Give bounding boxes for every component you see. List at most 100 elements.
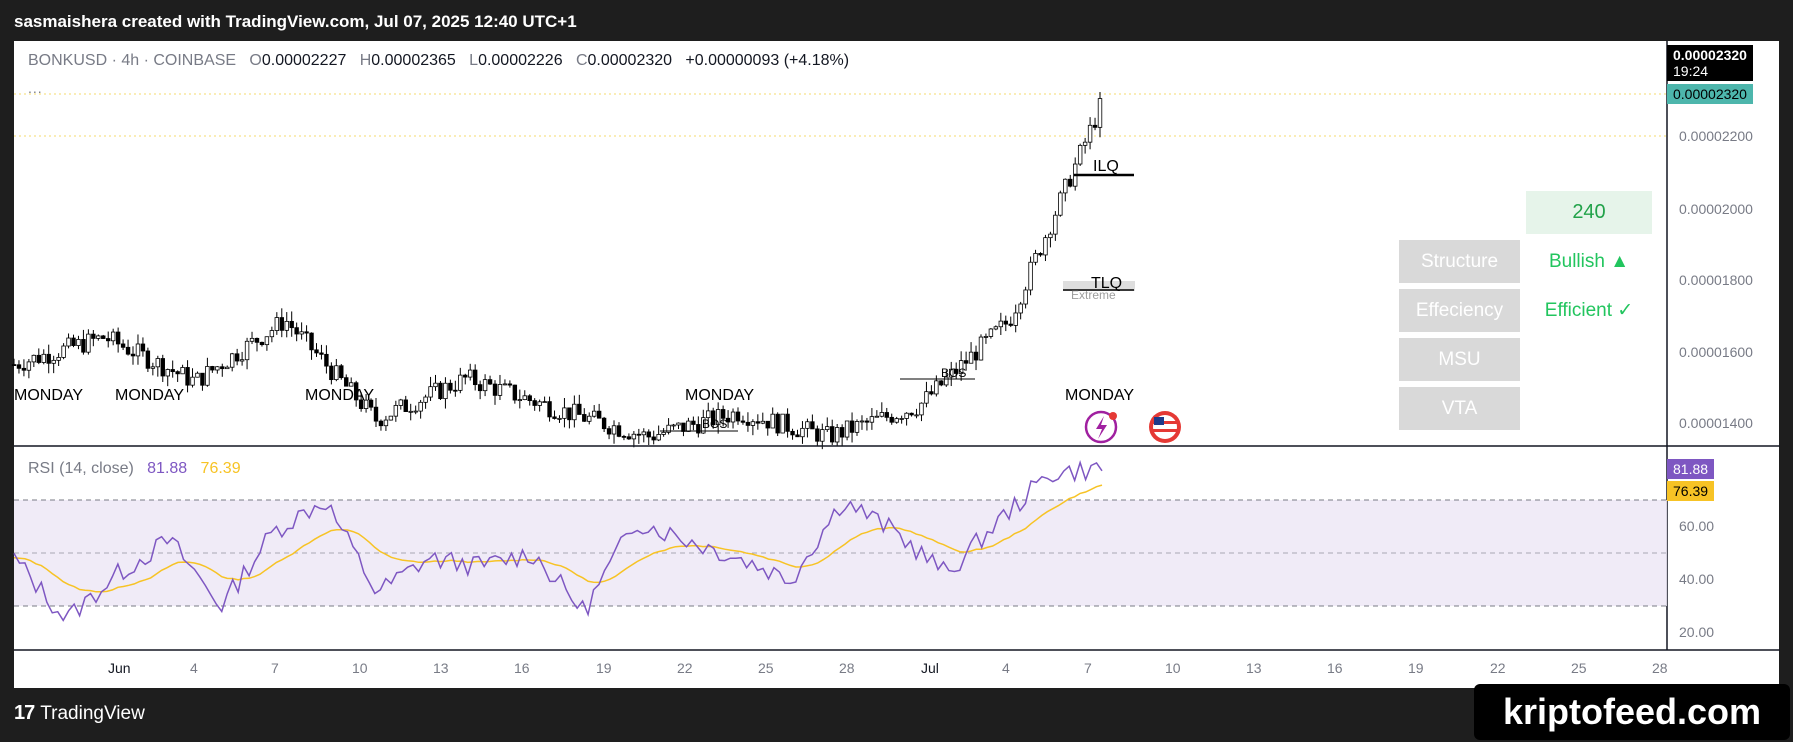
- candle-body: [894, 418, 899, 423]
- more-icon[interactable]: ...: [28, 80, 43, 96]
- time-tick: 19: [596, 660, 612, 676]
- candle-body: [130, 353, 136, 357]
- rsi-name[interactable]: RSI (14, close): [28, 460, 134, 477]
- price-tick: 0.00001600: [1679, 344, 1753, 360]
- candle-body: [398, 399, 403, 406]
- candle-body: [770, 413, 775, 429]
- candle-body: [725, 417, 731, 423]
- candle-body: [31, 354, 37, 363]
- candle-body: [591, 410, 597, 417]
- candle-body: [834, 427, 840, 443]
- candle-body: [1038, 253, 1043, 256]
- candle-body: [1008, 323, 1013, 326]
- candle-body: [805, 421, 810, 429]
- candle-body: [651, 436, 656, 441]
- candle-body: [36, 354, 41, 363]
- candle-body: [487, 379, 493, 385]
- candle-body: [775, 413, 780, 434]
- candle-body: [795, 434, 800, 438]
- close-value: 0.00002320: [587, 52, 673, 69]
- candle-body: [676, 422, 681, 426]
- candle-body: [56, 357, 61, 361]
- candle-body: [125, 346, 131, 355]
- lightning-event-icon[interactable]: [1084, 410, 1118, 444]
- candle-body: [220, 366, 225, 370]
- close-label: C: [575, 52, 588, 69]
- candle-body: [879, 412, 885, 417]
- candle-body: [681, 422, 686, 432]
- candle-body: [919, 402, 924, 416]
- candle-body: [502, 383, 508, 386]
- candle-body: [21, 367, 27, 371]
- candle-body: [606, 428, 612, 435]
- time-tick: 25: [1571, 660, 1587, 676]
- time-tick: 16: [1327, 660, 1343, 676]
- candle-body: [552, 416, 557, 419]
- candle-body: [859, 420, 865, 423]
- day-label-3: MONDAY: [305, 387, 374, 404]
- last-price-tag-2: 0.00002320: [1667, 84, 1753, 104]
- day-label-4: MONDAY: [115, 387, 184, 404]
- candle-body: [482, 379, 488, 392]
- candle-body: [646, 431, 651, 438]
- low-label: L: [469, 52, 479, 69]
- change-value: +0.00000093 (+4.18%): [685, 52, 850, 69]
- candle-body: [51, 359, 56, 364]
- candle-body: [909, 412, 914, 416]
- candle-body: [284, 320, 289, 331]
- candle-body: [215, 366, 220, 371]
- candle-body: [785, 413, 790, 432]
- candle-body: [963, 360, 969, 364]
- rsi-legend: RSI (14, close) 81.88 76.39: [28, 460, 241, 478]
- candle-body: [596, 410, 602, 419]
- candle-body: [477, 384, 483, 392]
- time-tick: 13: [433, 660, 449, 676]
- candle-body: [968, 351, 974, 364]
- candle-body: [155, 358, 161, 368]
- candle-body: [106, 338, 111, 342]
- candle-body: [393, 405, 399, 417]
- candle-body: [1087, 124, 1093, 143]
- candle-body: [383, 419, 389, 427]
- candle-body: [790, 430, 795, 436]
- candle-body: [274, 317, 280, 331]
- candle-body: [225, 366, 230, 370]
- candle-body: [234, 353, 240, 362]
- candle-body: [686, 420, 691, 432]
- candle-body: [740, 420, 746, 423]
- candle-body: [696, 424, 701, 434]
- candle-body: [765, 420, 770, 429]
- candle-body: [671, 424, 676, 427]
- candle-body: [200, 372, 205, 386]
- candle-body: [562, 407, 567, 419]
- candle-body: [353, 382, 359, 401]
- candle-body: [820, 429, 825, 442]
- candle-body: [527, 395, 532, 402]
- us-flag-icon[interactable]: [1149, 411, 1181, 443]
- candle-body: [319, 352, 324, 355]
- candle-body: [641, 431, 646, 436]
- brand-name: TradingView: [40, 702, 145, 724]
- candle-body: [830, 426, 835, 443]
- candle-body: [715, 409, 721, 426]
- candle-body: [403, 399, 408, 412]
- candle-body: [170, 369, 175, 373]
- candle-body: [983, 336, 989, 338]
- candle-body: [611, 425, 617, 435]
- candle-body: [1058, 192, 1063, 216]
- candle-body: [110, 331, 116, 342]
- candle-body: [978, 336, 984, 361]
- candle-body: [939, 380, 944, 386]
- candle-body: [953, 368, 959, 374]
- candle-body: [1003, 320, 1008, 325]
- tradingview-footer[interactable]: 17 TradingView: [14, 702, 145, 725]
- candle-body: [259, 341, 265, 346]
- low-value: 0.00002226: [478, 52, 563, 69]
- candle-body: [418, 401, 423, 412]
- candle-body: [577, 403, 582, 415]
- candle-body: [344, 377, 349, 387]
- bar-countdown: 19:24: [1673, 63, 1709, 79]
- candle-body: [949, 368, 954, 378]
- symbol-label[interactable]: BONKUSD · 4h · COINBASE: [28, 52, 237, 69]
